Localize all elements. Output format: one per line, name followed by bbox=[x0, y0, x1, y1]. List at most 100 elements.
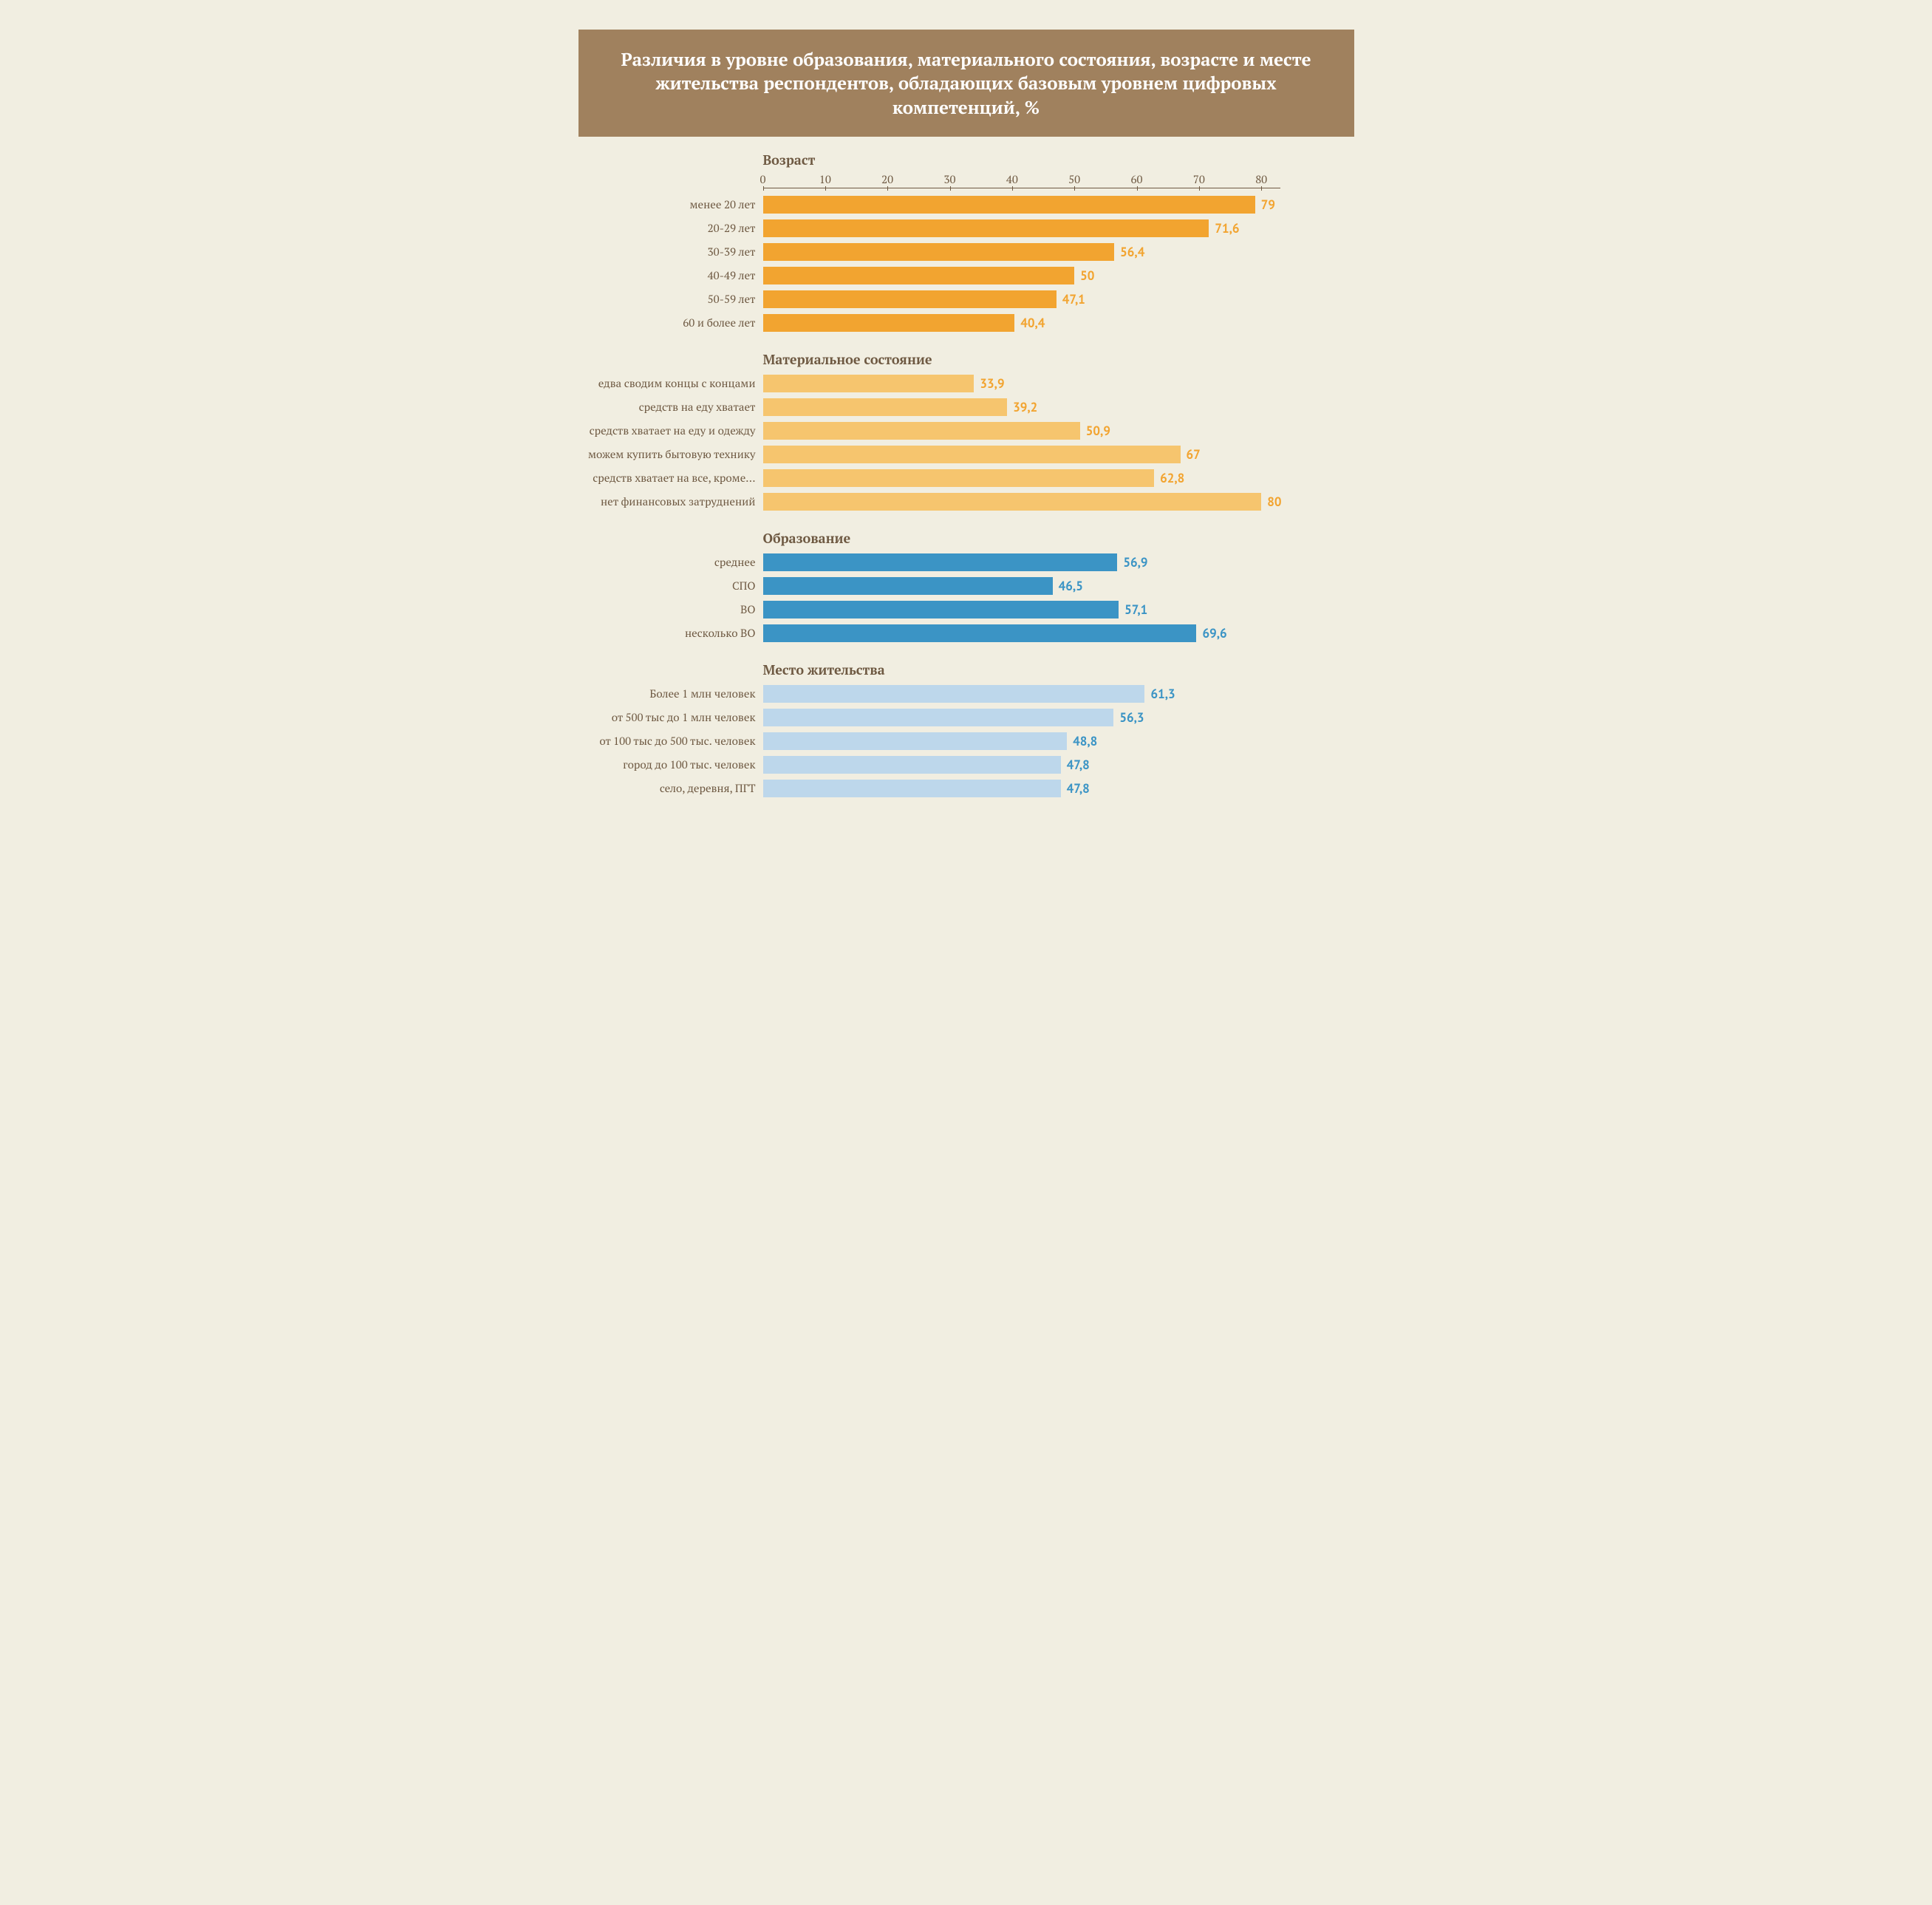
bar bbox=[763, 709, 1114, 726]
axis-tick-label: 40 bbox=[1006, 172, 1018, 187]
chart-header: Различия в уровне образования, материаль… bbox=[578, 30, 1354, 137]
axis-tick-label: 0 bbox=[760, 172, 766, 187]
bar bbox=[763, 577, 1053, 595]
bar bbox=[763, 446, 1181, 463]
bar-plot: 50 bbox=[763, 264, 1280, 287]
bar-row: менее 20 лет79 bbox=[578, 193, 1354, 217]
bar-row: Более 1 млн человек61,3 bbox=[578, 682, 1354, 706]
bar-plot: 40,4 bbox=[763, 311, 1280, 335]
axis-tick-label: 70 bbox=[1193, 172, 1205, 187]
axis-row: 01020304050607080 bbox=[763, 172, 1354, 188]
bar bbox=[763, 290, 1057, 308]
bar-plot: 61,3 bbox=[763, 682, 1280, 706]
bar bbox=[763, 553, 1118, 571]
bar bbox=[763, 219, 1209, 237]
chart-title: Различия в уровне образования, материаль… bbox=[601, 47, 1332, 119]
bar-plot: 80 bbox=[763, 490, 1282, 514]
bar-label: средств на еду хватает bbox=[578, 400, 763, 415]
bar-label: от 100 тыс до 500 тыс. человек bbox=[578, 734, 763, 749]
axis-tick-label: 20 bbox=[881, 172, 893, 187]
bar-plot: 47,1 bbox=[763, 287, 1280, 311]
bar bbox=[763, 243, 1115, 261]
bar-row: 30-39 лет 56,4 bbox=[578, 240, 1354, 264]
bar-row: среднее 56,9 bbox=[578, 551, 1354, 574]
chart-area: Возраст01020304050607080менее 20 лет7920… bbox=[578, 146, 1354, 800]
bar-row: несколько ВО 69,6 bbox=[578, 621, 1354, 645]
bar-value: 48,8 bbox=[1073, 733, 1097, 749]
axis-tick-label: 10 bbox=[819, 172, 831, 187]
bar-plot: 56,3 bbox=[763, 706, 1280, 729]
section-title: Материальное состояние bbox=[763, 345, 1354, 372]
bar bbox=[763, 375, 974, 392]
bar-label: СПО bbox=[578, 579, 763, 593]
bar-plot: 69,6 bbox=[763, 621, 1280, 645]
axis-tick-label: 60 bbox=[1131, 172, 1143, 187]
bar-row: от 100 тыс до 500 тыс. человек 48,8 bbox=[578, 729, 1354, 753]
bar-value: 57,1 bbox=[1124, 602, 1147, 618]
bar bbox=[763, 469, 1155, 487]
bar-label: 30-39 лет bbox=[578, 245, 763, 259]
axis-tickmark bbox=[950, 186, 951, 191]
bar-row: 50-59 лет47,1 bbox=[578, 287, 1354, 311]
axis-tickmark bbox=[1074, 186, 1075, 191]
bar-plot: 48,8 bbox=[763, 729, 1280, 753]
bar bbox=[763, 624, 1197, 642]
bar-value: 47,8 bbox=[1067, 780, 1090, 797]
axis-tickmark bbox=[1137, 186, 1138, 191]
bar-plot: 47,8 bbox=[763, 753, 1280, 777]
bar bbox=[763, 314, 1015, 332]
axis-tick-label: 80 bbox=[1255, 172, 1267, 187]
axis-tickmark bbox=[1261, 186, 1262, 191]
bar bbox=[763, 732, 1068, 750]
bar-value: 62,8 bbox=[1160, 470, 1184, 486]
axis-tickmark bbox=[825, 186, 826, 191]
bar-row: средств хватает на все, кроме… 62,8 bbox=[578, 466, 1354, 490]
bar-value: 56,9 bbox=[1123, 554, 1147, 570]
bar-label: нет финансовых затруднений bbox=[578, 494, 763, 509]
bar-value: 47,1 bbox=[1062, 291, 1085, 307]
bar-label: средств хватает на все, кроме… bbox=[578, 471, 763, 485]
bar-value: 47,8 bbox=[1067, 757, 1090, 773]
bar-label: едва сводим концы с концами bbox=[578, 376, 763, 391]
bar-row: нет финансовых затруднений80 bbox=[578, 490, 1354, 514]
bar-label: 20-29 лет bbox=[578, 221, 763, 236]
axis-tickmark bbox=[887, 186, 888, 191]
bar-value: 71,6 bbox=[1215, 220, 1239, 236]
bar-row: от 500 тыс до 1 млн человек56,3 bbox=[578, 706, 1354, 729]
bar-row: средств на еду хватает 39,2 bbox=[578, 395, 1354, 419]
axis-plot: 01020304050607080 bbox=[763, 172, 1280, 188]
bar-value: 39,2 bbox=[1013, 399, 1037, 415]
bar-value: 33,9 bbox=[980, 375, 1004, 392]
bar-row: 20-29 лет 71,6 bbox=[578, 217, 1354, 240]
bar-value: 56,4 bbox=[1120, 244, 1144, 260]
bar-value: 69,6 bbox=[1202, 625, 1226, 641]
bar-label: село, деревня, ПГТ bbox=[578, 781, 763, 796]
bar-plot: 46,5 bbox=[763, 574, 1280, 598]
bar bbox=[763, 756, 1061, 774]
section-title: Образование bbox=[763, 524, 1354, 551]
bar-label: средств хватает на еду и одежду bbox=[578, 423, 763, 438]
bar bbox=[763, 422, 1080, 440]
axis-tickmark bbox=[1199, 186, 1200, 191]
section-gap bbox=[578, 514, 1354, 524]
bar bbox=[763, 267, 1075, 284]
bar-value: 46,5 bbox=[1059, 578, 1083, 594]
bar-label: несколько ВО bbox=[578, 626, 763, 641]
bar-plot: 67 bbox=[763, 443, 1280, 466]
bar-plot: 56,4 bbox=[763, 240, 1280, 264]
axis-tickmark bbox=[763, 186, 764, 191]
bar bbox=[763, 398, 1008, 416]
bar-plot: 57,1 bbox=[763, 598, 1280, 621]
bar-label: Более 1 млн человек bbox=[578, 686, 763, 701]
bar-value: 50 bbox=[1080, 267, 1094, 284]
bar-plot: 79 bbox=[763, 193, 1280, 217]
chart-container: Различия в уровне образования, материаль… bbox=[578, 30, 1354, 800]
bar-label: ВО bbox=[578, 602, 763, 617]
bar-row: едва сводим концы с концами 33,9 bbox=[578, 372, 1354, 395]
bar-plot: 47,8 bbox=[763, 777, 1280, 800]
section-gap bbox=[578, 335, 1354, 345]
section-title: Возраст bbox=[763, 146, 1354, 172]
bar-row: можем купить бытовую технику67 bbox=[578, 443, 1354, 466]
bar-label: 40-49 лет bbox=[578, 268, 763, 283]
bar-label: среднее bbox=[578, 555, 763, 570]
